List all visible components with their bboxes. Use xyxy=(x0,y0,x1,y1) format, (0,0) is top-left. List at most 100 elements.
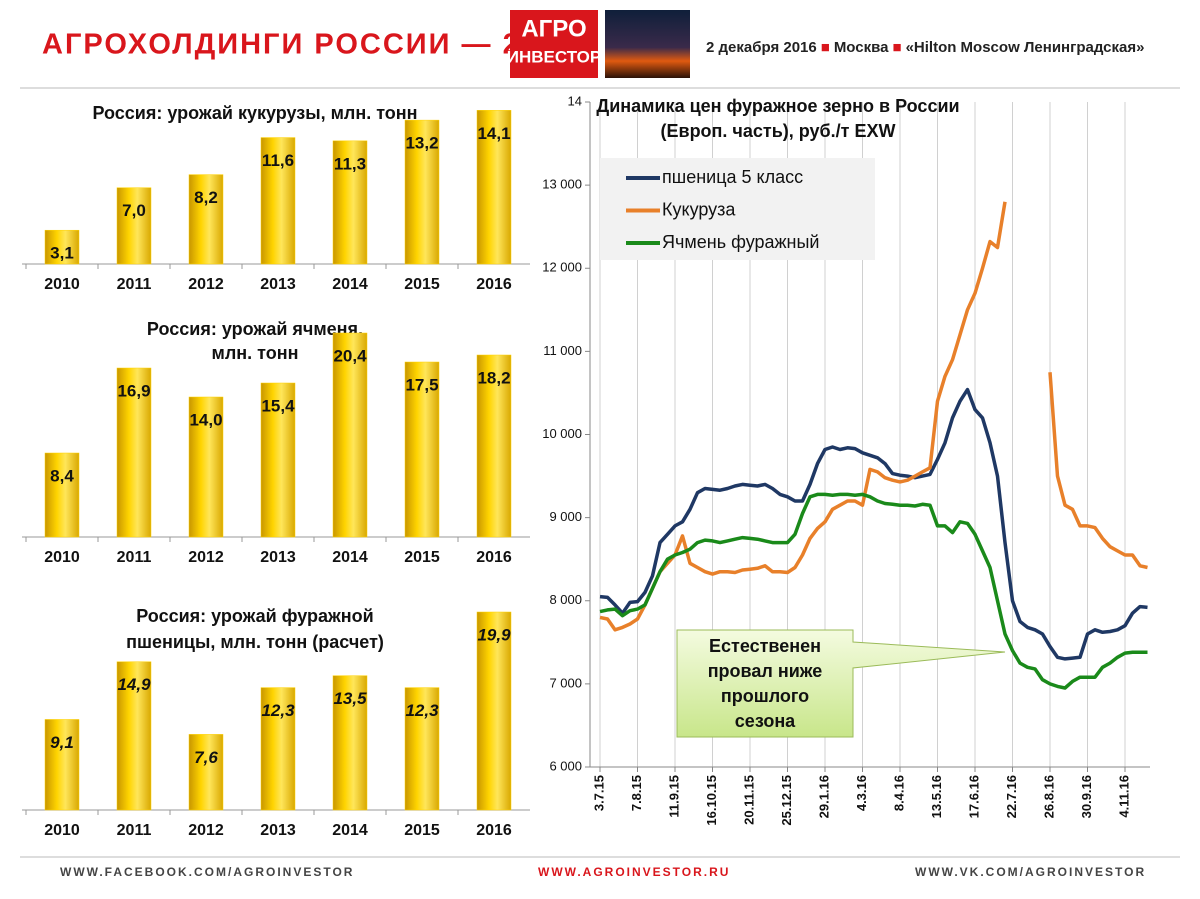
bar xyxy=(476,354,512,538)
y-tick-label: 13 000 xyxy=(542,177,582,192)
footer-link: WWW.FACEBOOK.COM/AGROINVESTOR xyxy=(60,865,354,879)
x-tick-label: 2012 xyxy=(188,276,224,293)
x-tick-label: 2014 xyxy=(332,276,368,293)
x-tick-label: 2015 xyxy=(404,276,440,293)
logo-text: АГРО xyxy=(521,15,586,42)
x-tick-label: 2016 xyxy=(476,549,512,566)
legend-label: Ячмень фуражный xyxy=(662,232,819,252)
series-line xyxy=(599,387,1148,661)
bar xyxy=(44,229,80,265)
x-tick-label: 2013 xyxy=(260,276,296,293)
bar xyxy=(116,187,152,265)
x-tick-label: 7.8.15 xyxy=(629,775,644,811)
event-info: 2 декабря 2016 ■ Москва ■ «Hilton Moscow Лен… xyxy=(706,39,1144,56)
bar xyxy=(332,675,368,811)
legend-label: Кукуруза xyxy=(662,199,736,219)
bar xyxy=(44,719,80,811)
x-tick-label: 16.10.15 xyxy=(704,775,719,826)
y-tick-label: 7 000 xyxy=(549,675,582,690)
value-label: 7,6 xyxy=(194,748,218,767)
bar xyxy=(116,367,152,538)
bar xyxy=(188,174,224,265)
value-label: 8,2 xyxy=(194,188,218,207)
footer-link: WWW.VK.COM/AGROINVESTOR xyxy=(915,865,1146,879)
value-label: 7,0 xyxy=(122,201,146,220)
annotation-text: сезона xyxy=(735,711,796,731)
bar xyxy=(260,137,296,265)
bar xyxy=(476,110,512,265)
x-tick-label: 2011 xyxy=(117,549,152,566)
chart-title: млн. тонн xyxy=(212,343,299,363)
annotation-text: Естественен xyxy=(709,636,821,656)
x-tick-label: 26.8.16 xyxy=(1041,775,1056,818)
footer-link: WWW.AGROINVESTOR.RU xyxy=(538,865,730,879)
y-tick-label: 6 000 xyxy=(549,758,582,773)
y-tick-label: 11 000 xyxy=(543,343,582,358)
series-line xyxy=(599,201,1148,632)
x-tick-label: 3.7.15 xyxy=(591,775,606,811)
x-tick-label: 2015 xyxy=(404,549,440,566)
y-tick-label: 12 000 xyxy=(542,260,582,275)
logo-box xyxy=(510,10,598,78)
chart-title: Россия: урожай фуражной xyxy=(136,606,373,626)
x-tick-label: 2015 xyxy=(404,822,440,839)
chart-title: (Европ. часть), руб./т EXW xyxy=(661,121,896,141)
bar xyxy=(404,687,440,811)
x-tick-label: 30.9.16 xyxy=(1079,775,1094,818)
chart-title: Россия: урожай кукурузы, млн. тонн xyxy=(92,103,417,123)
bar xyxy=(404,361,440,538)
header-title: АГРОХОЛДИНГИ РОССИИ — 2016 xyxy=(42,29,575,61)
charts: Россия: урожай кукурузы, млн. тонн 2010 3,… xyxy=(22,93,1150,839)
series-line xyxy=(599,492,1148,690)
y-tick-label: 14 xyxy=(568,93,582,108)
x-tick-label: 4.11.16 xyxy=(1116,775,1131,818)
y-tick-label: 8 000 xyxy=(549,592,582,607)
bar xyxy=(260,687,296,811)
value-label: 17,5 xyxy=(405,375,438,394)
value-label: 8,4 xyxy=(50,466,74,485)
x-tick-label: 29.1.16 xyxy=(816,775,831,818)
value-label: 9,1 xyxy=(50,733,74,752)
y-tick-label: 9 000 xyxy=(549,509,582,524)
x-tick-label: 2014 xyxy=(332,822,368,839)
value-label: 12,3 xyxy=(261,701,295,720)
value-label: 11,3 xyxy=(334,154,366,173)
event-city: Москва xyxy=(834,39,889,56)
bar xyxy=(476,611,512,811)
x-tick-label: 2012 xyxy=(188,549,224,566)
bar xyxy=(332,140,368,265)
bar xyxy=(188,396,224,538)
separator: ■ xyxy=(821,39,830,56)
x-tick-label: 13.5.16 xyxy=(929,775,944,818)
value-label: 13,5 xyxy=(333,689,367,708)
chart-title: Динамика цен фуражное зерно в России xyxy=(596,96,959,116)
chart-title: Россия: урожай ячменя, xyxy=(147,319,363,339)
annotation-text: провал ниже xyxy=(708,661,823,681)
x-tick-label: 11.9.15 xyxy=(666,775,681,818)
x-tick-label: 25.12.15 xyxy=(779,775,794,826)
value-label: 11,6 xyxy=(262,151,294,170)
event-date: 2 декабря 2016 xyxy=(706,39,817,56)
bar xyxy=(332,332,368,538)
x-tick-label: 2010 xyxy=(44,549,80,566)
value-label: 19,9 xyxy=(477,625,511,644)
x-tick-label: 2011 xyxy=(117,276,152,293)
value-label: 14,9 xyxy=(117,675,151,694)
x-tick-label: 2010 xyxy=(44,276,80,293)
bar xyxy=(404,119,440,265)
legend-label: пшеница 5 класс xyxy=(662,167,803,187)
separator: ■ xyxy=(893,39,902,56)
value-label: 12,3 xyxy=(405,701,439,720)
value-label: 14,0 xyxy=(189,410,222,429)
x-tick-label: 4.3.16 xyxy=(854,775,869,811)
bar xyxy=(188,734,224,811)
x-tick-label: 2013 xyxy=(260,549,296,566)
x-tick-label: 22.7.16 xyxy=(1004,775,1019,818)
x-tick-label: 8.4.16 xyxy=(891,775,906,811)
x-tick-label: 20.11.15 xyxy=(741,775,756,825)
logo-text: ИНВЕСТОР xyxy=(507,47,602,66)
x-tick-label: 2016 xyxy=(476,822,512,839)
y-tick-label: 10 000 xyxy=(542,426,582,441)
